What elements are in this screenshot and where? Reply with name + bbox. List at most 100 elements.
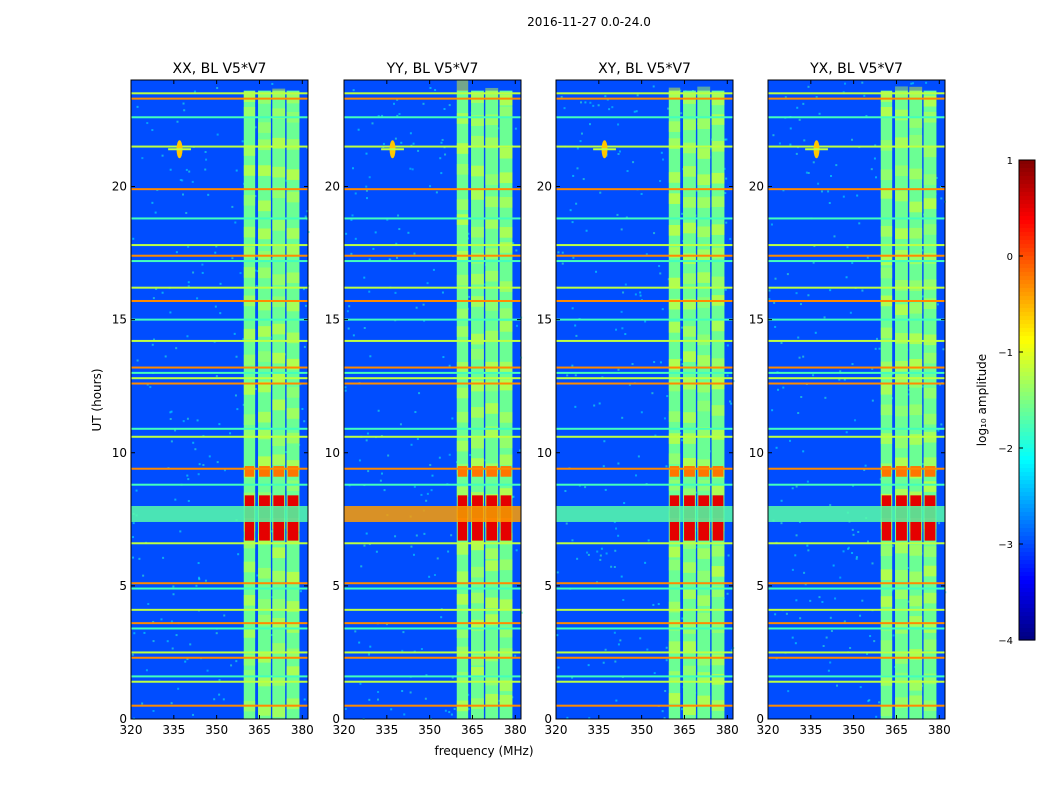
y-tick-label: 10 xyxy=(749,446,764,460)
rfi-line xyxy=(344,542,521,545)
y-tick-label: 15 xyxy=(112,313,127,327)
rfi-line xyxy=(344,680,521,683)
rfi-line xyxy=(768,483,945,486)
rfi-line xyxy=(131,254,308,257)
rfi-line xyxy=(344,217,521,220)
rfi-line xyxy=(768,217,945,220)
x-axis-label: frequency (MHz) xyxy=(434,744,533,758)
rfi-line xyxy=(768,97,945,100)
rfi-line xyxy=(131,435,308,438)
rfi-line xyxy=(131,382,308,385)
y-tick-label: 5 xyxy=(544,579,552,593)
x-tick-label: 380 xyxy=(291,723,314,737)
rfi-line xyxy=(556,622,733,625)
rfi-line xyxy=(556,627,733,630)
rfi-line xyxy=(131,299,308,302)
rfi-line xyxy=(768,318,945,321)
rfi-line xyxy=(556,587,733,590)
rfi-line xyxy=(131,587,308,590)
x-tick-label: 350 xyxy=(418,723,441,737)
rfi-line xyxy=(344,299,521,302)
panel-title: XX, BL V5*V7 xyxy=(173,61,267,77)
rfi-line xyxy=(768,116,945,119)
y-tick-label: 0 xyxy=(119,712,127,726)
rfi-line xyxy=(344,483,521,486)
rfi-line xyxy=(344,260,521,263)
colorbar-tick-label: 1 xyxy=(1007,156,1013,167)
rfi-line xyxy=(556,427,733,430)
rfi-line xyxy=(768,188,945,191)
rfi-line xyxy=(131,377,308,380)
rfi-line xyxy=(556,582,733,585)
rfi-line xyxy=(131,582,308,585)
y-tick-label: 10 xyxy=(537,446,552,460)
rfi-line xyxy=(344,467,521,470)
x-tick-label: 350 xyxy=(205,723,228,737)
x-tick-label: 380 xyxy=(928,723,951,737)
rfi-line xyxy=(131,608,308,611)
rfi-line xyxy=(344,651,521,654)
x-tick-label: 320 xyxy=(333,723,356,737)
rfi-line xyxy=(131,116,308,119)
rfi-line xyxy=(131,145,308,148)
y-tick-label: 15 xyxy=(325,313,340,327)
rfi-line xyxy=(131,188,308,191)
rfi-line xyxy=(768,542,945,545)
x-tick-label: 365 xyxy=(673,723,696,737)
rfi-line xyxy=(344,286,521,289)
x-tick-label: 335 xyxy=(587,723,610,737)
panel-0: XX, BL V5*V7 320 335 350 365 380 0 5 10 15 20 xyxy=(112,61,314,737)
colorbar-tick-label: −1 xyxy=(998,348,1013,359)
rfi-line xyxy=(131,217,308,220)
rfi-line xyxy=(556,286,733,289)
horizontal-rfi-band xyxy=(344,506,521,522)
rfi-line xyxy=(556,254,733,257)
colorbar: 1 0 −1 −2 −3 −4 xyxy=(998,156,1036,647)
rfi-line xyxy=(344,608,521,611)
figure-suptitle: 2016-11-27 0.0-24.0 xyxy=(527,15,651,29)
panel-3: YX, BL V5*V7 320 335 350 365 380 0 5 10 15 20 xyxy=(749,61,951,737)
rfi-line xyxy=(768,435,945,438)
rfi-line xyxy=(131,627,308,630)
rfi-line xyxy=(131,371,308,374)
rfi-line xyxy=(556,92,733,95)
rfi-line xyxy=(556,217,733,220)
rfi-line xyxy=(768,587,945,590)
rfi-line xyxy=(556,382,733,385)
x-tick-label: 350 xyxy=(630,723,653,737)
rfi-line xyxy=(131,680,308,683)
rfi-line xyxy=(131,339,308,342)
rfi-line xyxy=(344,244,521,247)
signal-band-0 xyxy=(243,90,256,719)
signal-band-1 xyxy=(471,90,484,719)
panel-frame xyxy=(767,79,946,720)
rfi-line xyxy=(131,427,308,430)
rfi-line xyxy=(344,427,521,430)
rfi-line xyxy=(768,656,945,659)
rfi-line xyxy=(556,97,733,100)
rfi-line xyxy=(556,467,733,470)
x-tick-label: 320 xyxy=(545,723,568,737)
colorbar-tick-label: −4 xyxy=(998,636,1013,647)
rfi-line xyxy=(344,116,521,119)
rfi-line xyxy=(344,582,521,585)
rfi-line xyxy=(344,622,521,625)
x-tick-label: 365 xyxy=(248,723,271,737)
rfi-line xyxy=(344,656,521,659)
colorbar-tick-label: −3 xyxy=(998,540,1013,551)
y-tick-label: 20 xyxy=(112,180,127,194)
x-tick-label: 380 xyxy=(504,723,527,737)
signal-band-1 xyxy=(895,90,908,719)
rfi-line xyxy=(768,286,945,289)
rfi-line xyxy=(556,704,733,707)
rfi-line xyxy=(768,366,945,369)
x-tick-label: 320 xyxy=(757,723,780,737)
rfi-line xyxy=(131,260,308,263)
rfi-line xyxy=(768,608,945,611)
y-tick-label: 5 xyxy=(119,579,127,593)
x-tick-label: 365 xyxy=(461,723,484,737)
y-tick-label: 20 xyxy=(749,180,764,194)
rfi-line xyxy=(768,260,945,263)
horizontal-rfi-band xyxy=(768,506,945,522)
